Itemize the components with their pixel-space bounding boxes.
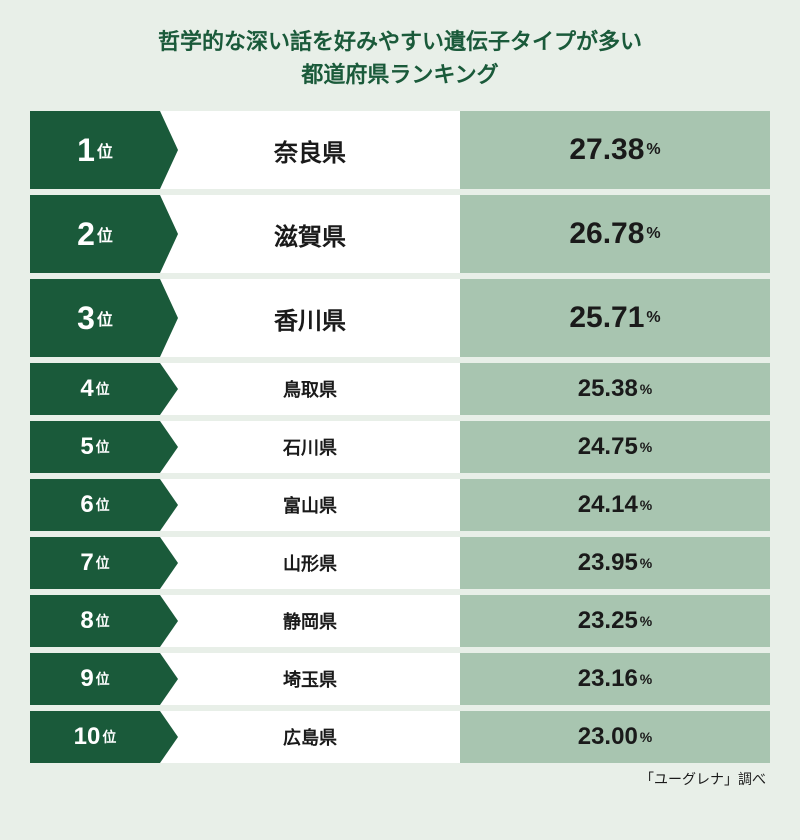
ranking-row: 5位石川県24.75% (30, 421, 770, 473)
prefecture-name: 広島県 (160, 711, 460, 763)
ranking-row: 2位滋賀県26.78% (30, 195, 770, 273)
percent-suffix: % (640, 729, 652, 745)
value-cell: 23.25% (460, 595, 770, 647)
prefecture-name: 鳥取県 (160, 363, 460, 415)
rank-cell: 4位 (30, 363, 160, 415)
rank-cell: 5位 (30, 421, 160, 473)
title-line-1: 哲学的な深い話を好みやすい遺伝子タイプが多い (158, 29, 642, 54)
value-number: 23.00 (578, 723, 638, 751)
value-number: 27.38 (569, 133, 644, 167)
ranking-row: 4位鳥取県25.38% (30, 363, 770, 415)
prefecture-name: 静岡県 (160, 595, 460, 647)
value-cell: 23.95% (460, 537, 770, 589)
rank-number: 3 (77, 300, 95, 337)
percent-suffix: % (640, 671, 652, 687)
value-cell: 25.71% (460, 279, 770, 357)
value-cell: 23.00% (460, 711, 770, 763)
rank-suffix: 位 (97, 138, 113, 162)
title-line-2: 都道府県ランキング (301, 62, 498, 87)
value-number: 23.95 (578, 549, 638, 577)
percent-suffix: % (646, 141, 660, 159)
ranking-row: 8位静岡県23.25% (30, 595, 770, 647)
value-number: 24.14 (578, 491, 638, 519)
rank-suffix: 位 (102, 727, 116, 747)
rank-cell: 7位 (30, 537, 160, 589)
prefecture-name: 滋賀県 (160, 195, 460, 273)
rank-suffix: 位 (97, 306, 113, 330)
prefecture-name: 山形県 (160, 537, 460, 589)
rank-suffix: 位 (96, 437, 110, 457)
rank-number: 6 (80, 491, 93, 519)
value-cell: 26.78% (460, 195, 770, 273)
chart-title: 哲学的な深い話を好みやすい遺伝子タイプが多い 都道府県ランキング (30, 25, 770, 91)
value-number: 25.38 (578, 375, 638, 403)
prefecture-name: 富山県 (160, 479, 460, 531)
value-cell: 23.16% (460, 653, 770, 705)
rank-cell: 10位 (30, 711, 160, 763)
rank-number: 9 (80, 665, 93, 693)
value-cell: 25.38% (460, 363, 770, 415)
rank-number: 7 (80, 549, 93, 577)
ranking-rows: 1位奈良県27.38%2位滋賀県26.78%3位香川県25.71%4位鳥取県25… (30, 111, 770, 763)
percent-suffix: % (640, 613, 652, 629)
value-number: 24.75 (578, 433, 638, 461)
ranking-row: 3位香川県25.71% (30, 279, 770, 357)
rank-number: 8 (80, 607, 93, 635)
percent-suffix: % (646, 225, 660, 243)
value-number: 25.71 (569, 301, 644, 335)
prefecture-name: 奈良県 (160, 111, 460, 189)
rank-number: 10 (74, 723, 101, 751)
value-number: 26.78 (569, 217, 644, 251)
rank-cell: 8位 (30, 595, 160, 647)
rank-suffix: 位 (96, 495, 110, 515)
ranking-row: 7位山形県23.95% (30, 537, 770, 589)
value-number: 23.25 (578, 607, 638, 635)
rank-cell: 6位 (30, 479, 160, 531)
percent-suffix: % (640, 555, 652, 571)
rank-number: 2 (77, 216, 95, 253)
rank-cell: 3位 (30, 279, 160, 357)
ranking-row: 1位奈良県27.38% (30, 111, 770, 189)
rank-number: 4 (80, 375, 93, 403)
percent-suffix: % (640, 381, 652, 397)
rank-cell: 1位 (30, 111, 160, 189)
value-number: 23.16 (578, 665, 638, 693)
percent-suffix: % (646, 309, 660, 327)
rank-number: 5 (80, 433, 93, 461)
rank-suffix: 位 (96, 553, 110, 573)
rank-suffix: 位 (96, 669, 110, 689)
value-cell: 24.14% (460, 479, 770, 531)
rank-suffix: 位 (97, 222, 113, 246)
source-footer: 「ユーグレナ」調べ (30, 769, 770, 789)
ranking-row: 9位埼玉県23.16% (30, 653, 770, 705)
rank-number: 1 (77, 132, 95, 169)
rank-cell: 2位 (30, 195, 160, 273)
rank-cell: 9位 (30, 653, 160, 705)
percent-suffix: % (640, 439, 652, 455)
percent-suffix: % (640, 497, 652, 513)
ranking-row: 10位広島県23.00% (30, 711, 770, 763)
prefecture-name: 埼玉県 (160, 653, 460, 705)
prefecture-name: 香川県 (160, 279, 460, 357)
rank-suffix: 位 (96, 379, 110, 399)
value-cell: 27.38% (460, 111, 770, 189)
value-cell: 24.75% (460, 421, 770, 473)
ranking-row: 6位富山県24.14% (30, 479, 770, 531)
prefecture-name: 石川県 (160, 421, 460, 473)
rank-suffix: 位 (96, 611, 110, 631)
